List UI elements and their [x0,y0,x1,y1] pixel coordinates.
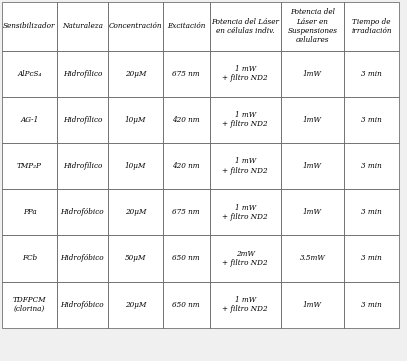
Bar [281,97,344,143]
Text: Potencia del
Láser en
Suspensiones
celulares: Potencia del Láser en Suspensiones celul… [287,8,337,44]
Text: FCb: FCb [22,255,37,262]
Text: 20μM: 20μM [125,301,146,309]
Text: Hidrofílico: Hidrofílico [63,116,102,124]
Text: 20μM: 20μM [125,208,146,216]
Bar [108,51,163,97]
Text: 1 mW
+ filtro ND2: 1 mW + filtro ND2 [222,157,268,175]
Bar [210,97,281,143]
Text: TDFPCM
(clorina): TDFPCM (clorina) [13,296,46,313]
Bar [108,2,163,51]
Bar [344,143,399,189]
Bar [344,97,399,143]
Bar [210,189,281,235]
Text: Naturaleza: Naturaleza [62,22,103,30]
Bar [57,282,108,328]
Bar [57,2,108,51]
Text: 20μM: 20μM [125,70,146,78]
Text: 1mW: 1mW [303,116,322,124]
Bar [210,2,281,51]
Text: 3 min: 3 min [361,255,382,262]
Bar [57,51,108,97]
Bar [2,2,57,51]
Text: Concentración: Concentración [109,22,162,30]
Bar [2,282,57,328]
Text: 1mW: 1mW [303,301,322,309]
Bar [2,97,57,143]
Text: 3.5mW: 3.5mW [300,255,325,262]
Bar [210,143,281,189]
Bar [281,51,344,97]
Bar [281,282,344,328]
Text: Hidrofóbico: Hidrofóbico [61,301,104,309]
Text: Sensibilizador: Sensibilizador [3,22,56,30]
Text: 2mW
+ filtro ND2: 2mW + filtro ND2 [222,250,268,267]
Text: 10μM: 10μM [125,162,146,170]
Text: PPa: PPa [23,208,36,216]
Bar [57,235,108,282]
Bar [210,282,281,328]
Text: 675 nm: 675 nm [173,208,200,216]
Bar [344,282,399,328]
Text: 420 nm: 420 nm [173,162,200,170]
Bar [344,189,399,235]
Bar [2,143,57,189]
Text: 10μM: 10μM [125,116,146,124]
Bar [163,97,210,143]
Bar [2,189,57,235]
Bar [163,2,210,51]
Bar [57,189,108,235]
Bar [2,51,57,97]
Text: AG-1: AG-1 [20,116,39,124]
Text: 1mW: 1mW [303,162,322,170]
Bar [57,143,108,189]
Bar [163,282,210,328]
Bar [281,235,344,282]
Bar [210,51,281,97]
Text: TMP₂P: TMP₂P [17,162,42,170]
Bar [163,51,210,97]
Bar [281,2,344,51]
Bar [108,189,163,235]
Bar [108,97,163,143]
Text: 1 mW
+ filtro ND2: 1 mW + filtro ND2 [222,204,268,221]
Bar [344,51,399,97]
Text: Hidrofílico: Hidrofílico [63,70,102,78]
Bar [163,235,210,282]
Text: 50μM: 50μM [125,255,146,262]
Text: 3 min: 3 min [361,162,382,170]
Text: Potencia del Láser
en células indiv.: Potencia del Láser en células indiv. [211,18,279,35]
Text: 3 min: 3 min [361,301,382,309]
Bar [344,2,399,51]
Text: Hidrofóbico: Hidrofóbico [61,255,104,262]
Text: Tiempo de
irradiación: Tiempo de irradiación [351,18,392,35]
Text: 1 mW
+ filtro ND2: 1 mW + filtro ND2 [222,111,268,129]
Bar [281,143,344,189]
Text: 3 min: 3 min [361,208,382,216]
Bar [108,235,163,282]
Text: 675 nm: 675 nm [173,70,200,78]
Bar [108,143,163,189]
Text: 1mW: 1mW [303,70,322,78]
Text: 1mW: 1mW [303,208,322,216]
Text: 1 mW
+ filtro ND2: 1 mW + filtro ND2 [222,65,268,82]
Bar [163,189,210,235]
Text: 650 nm: 650 nm [173,301,200,309]
Bar [57,97,108,143]
Text: 1 mW
+ filtro ND2: 1 mW + filtro ND2 [222,296,268,313]
Text: Excitación: Excitación [167,22,206,30]
Text: 420 nm: 420 nm [173,116,200,124]
Bar [163,143,210,189]
Text: AlPcS₄: AlPcS₄ [18,70,42,78]
Text: Hidrofílico: Hidrofílico [63,162,102,170]
Bar [344,235,399,282]
Bar [108,282,163,328]
Bar [210,235,281,282]
Bar [281,189,344,235]
Text: 650 nm: 650 nm [173,255,200,262]
Text: 3 min: 3 min [361,70,382,78]
Text: Hidrofóbico: Hidrofóbico [61,208,104,216]
Text: 3 min: 3 min [361,116,382,124]
Bar [2,235,57,282]
